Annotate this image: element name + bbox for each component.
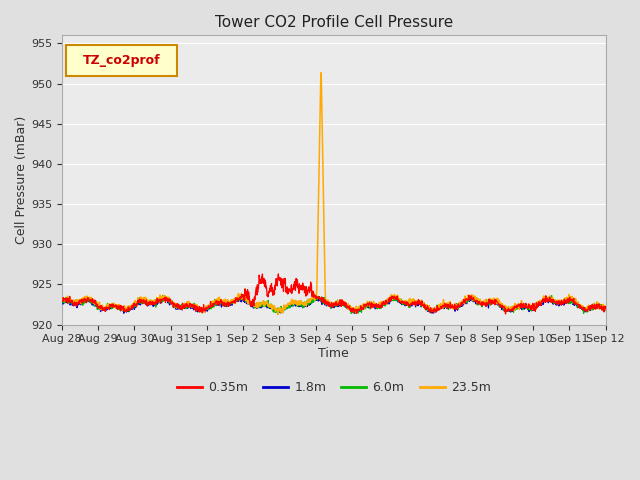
Legend: 0.35m, 1.8m, 6.0m, 23.5m: 0.35m, 1.8m, 6.0m, 23.5m bbox=[172, 376, 495, 399]
Text: TZ_co2prof: TZ_co2prof bbox=[83, 54, 160, 67]
Y-axis label: Cell Pressure (mBar): Cell Pressure (mBar) bbox=[15, 116, 28, 244]
Title: Tower CO2 Profile Cell Pressure: Tower CO2 Profile Cell Pressure bbox=[214, 15, 453, 30]
X-axis label: Time: Time bbox=[318, 347, 349, 360]
FancyBboxPatch shape bbox=[65, 46, 177, 76]
